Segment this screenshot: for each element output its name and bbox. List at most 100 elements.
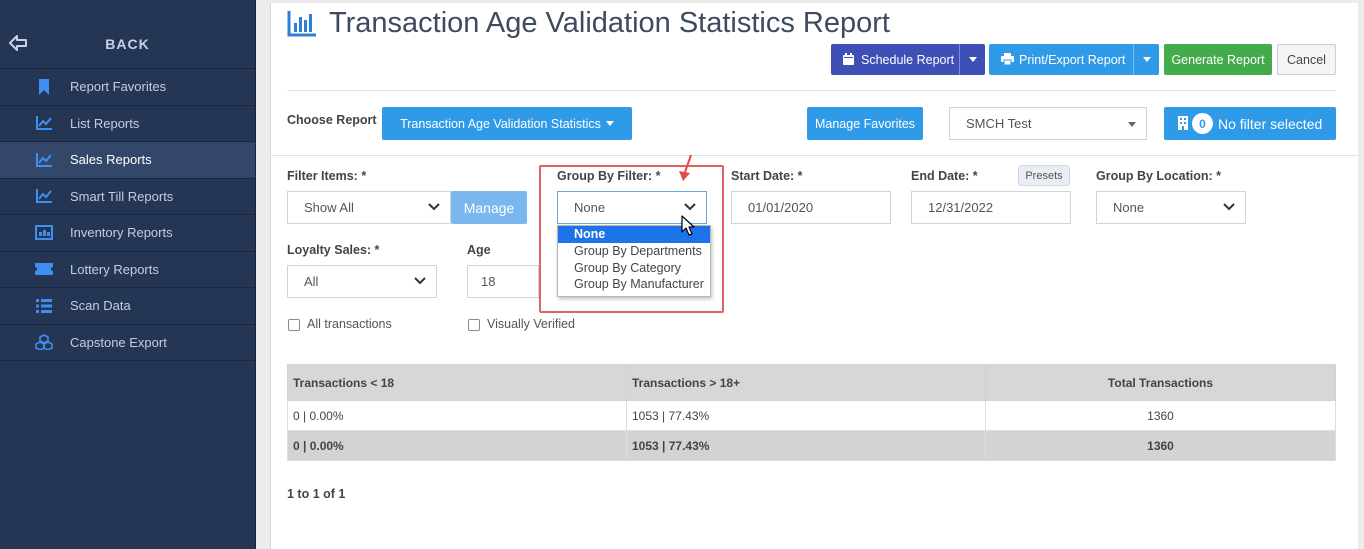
table-header[interactable]: Total Transactions: [985, 364, 1336, 401]
filter-items-value: Show All: [304, 200, 354, 215]
all-transactions-checkbox[interactable]: [288, 319, 300, 331]
bookmark-icon: [35, 78, 53, 95]
building-icon: [1178, 116, 1188, 133]
end-date-value: 12/31/2022: [928, 200, 994, 215]
schedule-report-dropdown-toggle[interactable]: [959, 44, 985, 75]
ticket-icon: [35, 261, 53, 277]
sidebar: BACK Report Favorites List Reports Sales…: [0, 0, 256, 549]
highlight-box: [539, 165, 724, 313]
store-select[interactable]: SMCH Test: [949, 107, 1147, 140]
sidebar-item-label: Capstone Export: [70, 334, 167, 350]
visually-verified-label: Visually Verified: [487, 317, 576, 331]
sidebar-item-smart-till-reports[interactable]: Smart Till Reports: [0, 179, 255, 215]
visually-verified-checkbox[interactable]: [468, 319, 480, 331]
filter-items-label: Filter Items: *: [287, 169, 367, 183]
calendar-icon: [843, 53, 854, 68]
chevron-down-icon: [414, 277, 426, 285]
print-export-label: Print/Export Report: [1019, 52, 1126, 67]
caret-down-icon: [1128, 122, 1136, 127]
sidebar-item-label: Inventory Reports: [70, 225, 173, 241]
pagination-info: 1 to 1 of 1: [287, 487, 346, 501]
main-panel: Transaction Age Validation Statistics Re…: [270, 3, 1358, 549]
results-table: Transactions < 18 Transactions > 18+ Tot…: [287, 364, 1336, 461]
caret-down-icon: [1142, 57, 1151, 62]
list-icon: [35, 298, 53, 314]
sidebar-item-sales-reports[interactable]: Sales Reports: [0, 142, 255, 179]
filter-items-select[interactable]: Show All: [287, 191, 451, 224]
group-by-location-select[interactable]: None: [1096, 191, 1246, 224]
presets-button[interactable]: Presets: [1018, 165, 1070, 186]
table-header[interactable]: Transactions < 18: [287, 364, 627, 401]
inventory-icon: [35, 225, 53, 241]
printer-icon: [1001, 53, 1014, 68]
sidebar-item-label: Scan Data: [70, 298, 131, 314]
sidebar-item-capstone-export[interactable]: Capstone Export: [0, 325, 255, 361]
dropdown-option-manufacturer[interactable]: Group By Manufacturer: [574, 277, 704, 292]
annotation-arrow-icon: [679, 154, 692, 181]
print-export-dropdown-toggle[interactable]: [1133, 44, 1159, 75]
all-transactions-label: All transactions: [307, 317, 392, 331]
sidebar-item-label: Report Favorites: [70, 79, 167, 95]
sidebar-item-label: Smart Till Reports: [70, 188, 174, 204]
table-cell: 1053 | 77.43%: [626, 400, 986, 431]
sidebar-item-report-favorites[interactable]: Report Favorites: [0, 69, 255, 106]
sidebar-item-list-reports[interactable]: List Reports: [0, 106, 255, 142]
line-chart-icon: [35, 188, 53, 204]
dropdown-option-departments[interactable]: Group By Departments: [574, 243, 702, 258]
cancel-button[interactable]: Cancel: [1277, 44, 1336, 75]
group-by-filter-label: Group By Filter: *: [557, 169, 661, 183]
back-button[interactable]: BACK: [0, 0, 255, 69]
table-header-row: Transactions < 18 Transactions > 18+ Tot…: [287, 364, 1336, 401]
back-arrow-icon: [9, 35, 27, 51]
table-cell: 1360: [985, 430, 1336, 461]
loyalty-sales-value: All: [304, 274, 319, 289]
table-row: 0 | 0.00% 1053 | 77.43% 1360: [287, 400, 1336, 431]
table-cell: 0 | 0.00%: [287, 430, 627, 461]
filter-count-badge: 0: [1192, 113, 1213, 134]
sidebar-item-label: Lottery Reports: [70, 261, 159, 277]
group-by-location-label: Group By Location: *: [1096, 169, 1221, 183]
dropdown-option-none[interactable]: None: [558, 226, 710, 243]
mouse-cursor-icon: [681, 215, 695, 236]
choose-report-dropdown[interactable]: Transaction Age Validation Statistics: [382, 107, 632, 140]
chevron-down-icon: [428, 203, 440, 211]
line-chart-icon: [35, 152, 53, 168]
sidebar-item-inventory-reports[interactable]: Inventory Reports: [0, 215, 255, 252]
divider: [271, 155, 1358, 156]
sidebar-item-scan-data[interactable]: Scan Data: [0, 288, 255, 325]
age-label: Age: [467, 243, 491, 257]
table-cell: 1053 | 77.43%: [626, 430, 986, 461]
back-label: BACK: [105, 36, 150, 52]
start-date-value: 01/01/2020: [748, 200, 814, 215]
choose-report-label: Choose Report: [287, 113, 377, 127]
table-cell: 1360: [985, 400, 1336, 431]
table-cell: 0 | 0.00%: [287, 400, 627, 431]
line-chart-icon: [35, 115, 53, 131]
group-by-filter-value: None: [574, 200, 606, 215]
caret-down-icon: [968, 57, 977, 62]
cubes-icon: [35, 334, 53, 351]
table-header[interactable]: Transactions > 18+: [626, 364, 986, 401]
schedule-report-label: Schedule Report: [861, 52, 955, 67]
sidebar-item-label: List Reports: [70, 115, 140, 131]
table-total-row: 0 | 0.00% 1053 | 77.43% 1360: [287, 430, 1336, 461]
print-export-button[interactable]: Print/Export Report: [989, 44, 1159, 75]
filter-button[interactable]: 0 No filter selected: [1164, 107, 1336, 140]
loyalty-sales-select[interactable]: All: [287, 265, 437, 298]
filter-label: No filter selected: [1218, 115, 1323, 132]
manage-favorites-button[interactable]: Manage Favorites: [807, 107, 923, 140]
end-date-label: End Date: *: [911, 169, 978, 183]
age-value: 18: [481, 274, 496, 289]
manage-button[interactable]: Manage: [451, 191, 527, 224]
schedule-report-button[interactable]: Schedule Report: [831, 44, 985, 75]
store-select-value: SMCH Test: [966, 116, 1032, 131]
chevron-down-icon: [1223, 203, 1235, 211]
group-by-filter-dropdown: None Group By Departments Group By Categ…: [557, 225, 711, 297]
start-date-input[interactable]: 01/01/2020: [731, 191, 891, 224]
end-date-input[interactable]: 12/31/2022: [911, 191, 1071, 224]
sidebar-item-lottery-reports[interactable]: Lottery Reports: [0, 252, 255, 288]
age-input[interactable]: 18: [467, 265, 539, 298]
dropdown-option-category[interactable]: Group By Category: [574, 260, 681, 275]
divider: [287, 90, 1336, 91]
generate-report-button[interactable]: Generate Report: [1164, 44, 1272, 75]
